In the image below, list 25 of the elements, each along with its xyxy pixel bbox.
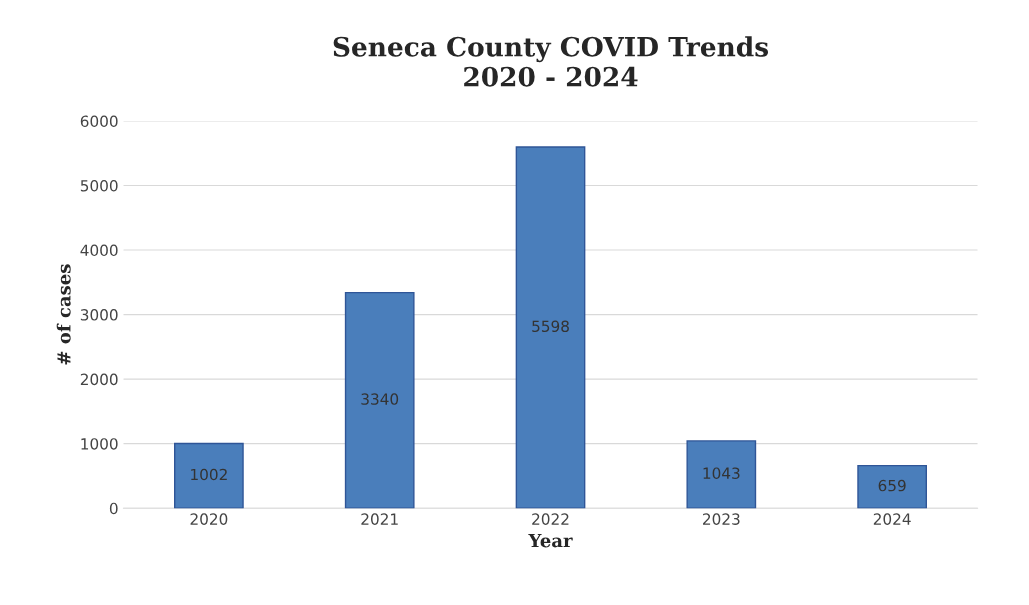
y-tick-label: 1000 [81,438,118,450]
x-tick-label: 2020 [190,513,228,525]
y-tick-label: 0 [109,502,118,515]
y-tick-label: 3000 [80,309,118,321]
bar [686,440,757,509]
data-label: 1002 [191,468,227,481]
bar [857,464,928,509]
data-label: 1043 [703,467,740,479]
data-label: 3340 [361,393,399,405]
bar [344,291,415,509]
y-tick-label: 6000 [80,115,118,128]
chart-title: Seneca County COVID Trends 2020 - 2024 [333,36,769,87]
x-tick-label: 2024 [873,513,911,525]
x-axis-title: Year [528,533,573,548]
data-label: 659 [878,479,906,492]
y-tick-label: 4000 [80,244,118,257]
x-tick-label: 2022 [532,513,569,525]
data-label: 5598 [532,320,569,332]
x-tick-label: 2023 [703,513,740,525]
y-tick-label: 2000 [80,373,118,386]
bar [174,442,244,509]
bar [515,146,586,509]
x-tick-label: 2021 [361,513,398,525]
y-tick-label: 5000 [80,180,118,192]
y-axis-title: # of cases [56,264,71,365]
